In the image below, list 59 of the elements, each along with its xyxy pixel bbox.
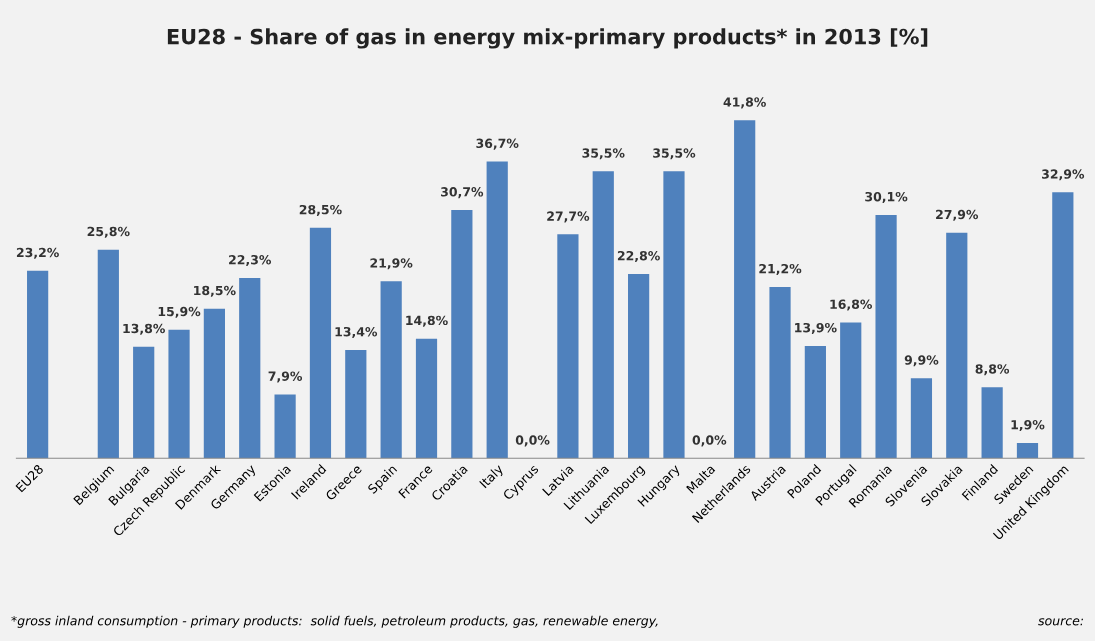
data-label: 30,7% <box>441 187 484 199</box>
bar <box>981 387 1003 459</box>
data-label: 9,9% <box>904 355 939 367</box>
data-label: 0,0% <box>515 435 550 447</box>
data-label: 18,5% <box>194 285 236 297</box>
bar <box>274 394 296 459</box>
bar <box>97 249 119 459</box>
bar <box>769 286 791 459</box>
data-label: 36,7% <box>476 138 519 150</box>
bar <box>628 273 650 459</box>
data-label: 41,8% <box>723 97 766 109</box>
bar <box>592 171 614 459</box>
bar <box>380 281 402 459</box>
data-label: 30,1% <box>865 191 908 203</box>
data-label: 35,5% <box>653 148 696 160</box>
data-label: 25,8% <box>87 226 130 238</box>
bar <box>875 214 897 459</box>
data-label: 23,2% <box>16 247 59 259</box>
bar <box>27 270 49 459</box>
data-label: 13,4% <box>335 326 378 339</box>
data-label: 27,7% <box>547 211 590 223</box>
data-label: 13,8% <box>123 323 165 335</box>
bar <box>1052 192 1074 459</box>
data-label: 32,9% <box>1041 169 1085 181</box>
bar <box>840 322 862 459</box>
bar <box>345 349 367 459</box>
bar <box>168 329 190 459</box>
bar <box>734 120 756 459</box>
bar <box>946 232 968 459</box>
chart-title: EU28 - Share of gas in energy mix-primary products* in 2013 [%] <box>167 28 928 49</box>
bar <box>239 278 261 459</box>
bar <box>133 346 155 459</box>
data-label: 1,9% <box>1011 419 1045 432</box>
data-label: 22,8% <box>617 250 660 263</box>
bar <box>1016 442 1039 459</box>
data-label: 13,9% <box>795 322 837 334</box>
data-label: 22,3% <box>229 255 272 267</box>
data-label: 28,5% <box>299 204 342 216</box>
data-label: 15,9% <box>158 306 201 318</box>
bar <box>910 378 933 459</box>
data-label: 14,8% <box>406 315 448 327</box>
bar <box>203 308 225 459</box>
data-label: 21,9% <box>370 258 413 270</box>
bar <box>309 227 332 459</box>
data-label: 16,8% <box>830 299 873 311</box>
bar <box>804 345 826 459</box>
data-label: 27,9% <box>936 209 979 221</box>
data-label: 8,8% <box>975 364 1010 376</box>
data-label: 35,5% <box>582 148 625 160</box>
bar <box>486 161 508 459</box>
data-label: 0,0% <box>692 435 727 447</box>
data-label: 7,9% <box>268 371 303 383</box>
data-label: 21,2% <box>759 263 802 275</box>
text: *gross inland consumption - primary products: solid fuels, petroleum products, gas, renewable energy, <box>11 615 658 628</box>
bar <box>557 234 579 459</box>
bar <box>451 210 473 459</box>
bar <box>663 171 685 459</box>
source-note: source: <box>1038 618 1084 626</box>
bar <box>415 338 438 459</box>
